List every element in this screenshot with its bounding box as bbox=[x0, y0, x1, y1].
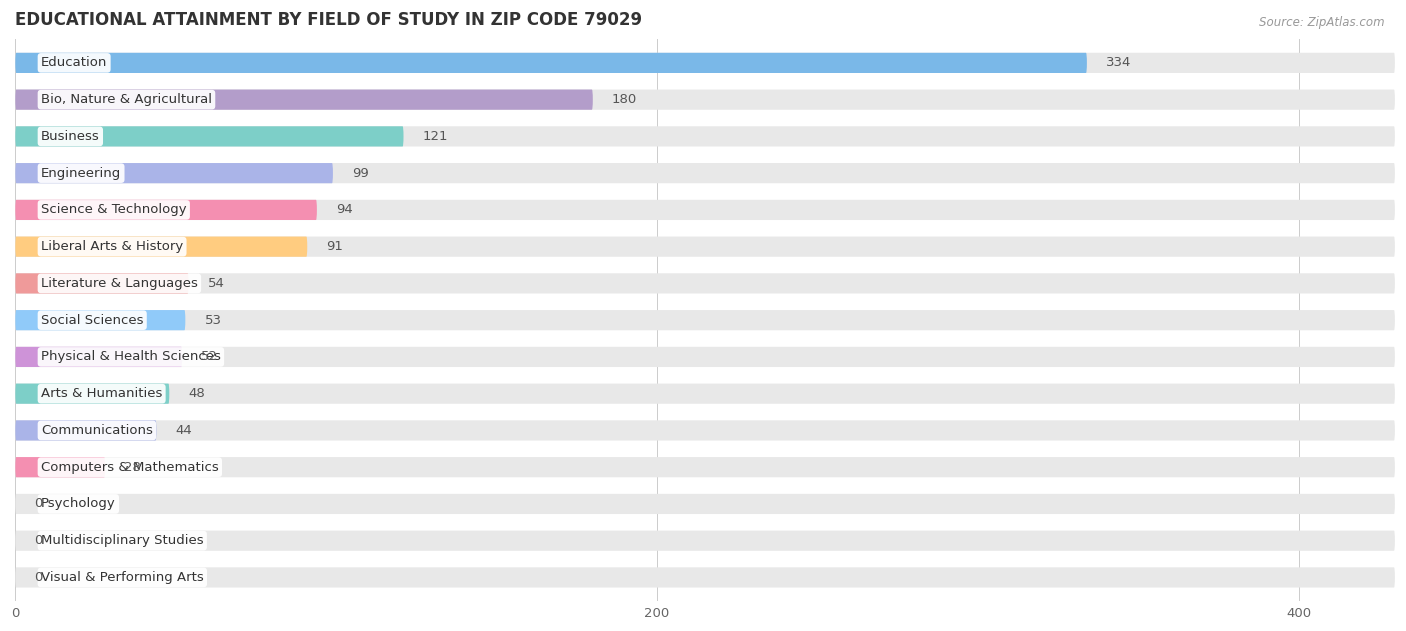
Text: Psychology: Psychology bbox=[41, 497, 115, 510]
FancyBboxPatch shape bbox=[15, 310, 1395, 330]
FancyBboxPatch shape bbox=[15, 567, 1395, 587]
Text: Visual & Performing Arts: Visual & Performing Arts bbox=[41, 571, 204, 584]
Text: 180: 180 bbox=[612, 93, 637, 106]
Text: Bio, Nature & Agricultural: Bio, Nature & Agricultural bbox=[41, 93, 212, 106]
FancyBboxPatch shape bbox=[15, 237, 308, 257]
Text: 44: 44 bbox=[176, 424, 193, 437]
Text: Multidisciplinary Studies: Multidisciplinary Studies bbox=[41, 534, 204, 547]
FancyBboxPatch shape bbox=[15, 420, 1395, 440]
FancyBboxPatch shape bbox=[15, 200, 1395, 220]
FancyBboxPatch shape bbox=[15, 310, 186, 330]
Text: Science & Technology: Science & Technology bbox=[41, 203, 187, 216]
FancyBboxPatch shape bbox=[15, 273, 1395, 293]
FancyBboxPatch shape bbox=[15, 163, 333, 183]
FancyBboxPatch shape bbox=[15, 53, 1087, 73]
FancyBboxPatch shape bbox=[15, 200, 316, 220]
FancyBboxPatch shape bbox=[15, 457, 105, 477]
Text: Literature & Languages: Literature & Languages bbox=[41, 277, 198, 290]
FancyBboxPatch shape bbox=[15, 237, 1395, 257]
Text: 0: 0 bbox=[35, 571, 44, 584]
Text: 52: 52 bbox=[201, 350, 218, 363]
Text: EDUCATIONAL ATTAINMENT BY FIELD OF STUDY IN ZIP CODE 79029: EDUCATIONAL ATTAINMENT BY FIELD OF STUDY… bbox=[15, 11, 643, 29]
Text: 94: 94 bbox=[336, 203, 353, 216]
Text: 99: 99 bbox=[352, 167, 368, 180]
Text: Engineering: Engineering bbox=[41, 167, 121, 180]
Text: Liberal Arts & History: Liberal Arts & History bbox=[41, 240, 183, 253]
Text: 334: 334 bbox=[1107, 56, 1132, 69]
FancyBboxPatch shape bbox=[15, 420, 156, 440]
Text: 91: 91 bbox=[326, 240, 343, 253]
Text: Communications: Communications bbox=[41, 424, 153, 437]
Text: 0: 0 bbox=[35, 534, 44, 547]
Text: Source: ZipAtlas.com: Source: ZipAtlas.com bbox=[1260, 16, 1385, 29]
Text: Business: Business bbox=[41, 130, 100, 143]
FancyBboxPatch shape bbox=[15, 90, 593, 110]
Text: 0: 0 bbox=[35, 497, 44, 510]
Text: Arts & Humanities: Arts & Humanities bbox=[41, 387, 162, 400]
Text: 48: 48 bbox=[188, 387, 205, 400]
FancyBboxPatch shape bbox=[15, 90, 1395, 110]
FancyBboxPatch shape bbox=[15, 126, 1395, 146]
FancyBboxPatch shape bbox=[15, 531, 1395, 551]
Text: Social Sciences: Social Sciences bbox=[41, 314, 143, 327]
FancyBboxPatch shape bbox=[15, 273, 188, 293]
Text: Computers & Mathematics: Computers & Mathematics bbox=[41, 461, 219, 474]
Text: 28: 28 bbox=[124, 461, 141, 474]
FancyBboxPatch shape bbox=[15, 457, 1395, 477]
FancyBboxPatch shape bbox=[15, 347, 1395, 367]
FancyBboxPatch shape bbox=[15, 53, 1395, 73]
FancyBboxPatch shape bbox=[15, 126, 404, 146]
FancyBboxPatch shape bbox=[15, 384, 169, 404]
Text: Physical & Health Sciences: Physical & Health Sciences bbox=[41, 350, 221, 363]
Text: 53: 53 bbox=[205, 314, 222, 327]
FancyBboxPatch shape bbox=[15, 347, 183, 367]
Text: 121: 121 bbox=[423, 130, 449, 143]
Text: Education: Education bbox=[41, 56, 107, 69]
FancyBboxPatch shape bbox=[15, 494, 1395, 514]
Text: 54: 54 bbox=[208, 277, 225, 290]
FancyBboxPatch shape bbox=[15, 384, 1395, 404]
FancyBboxPatch shape bbox=[15, 163, 1395, 183]
